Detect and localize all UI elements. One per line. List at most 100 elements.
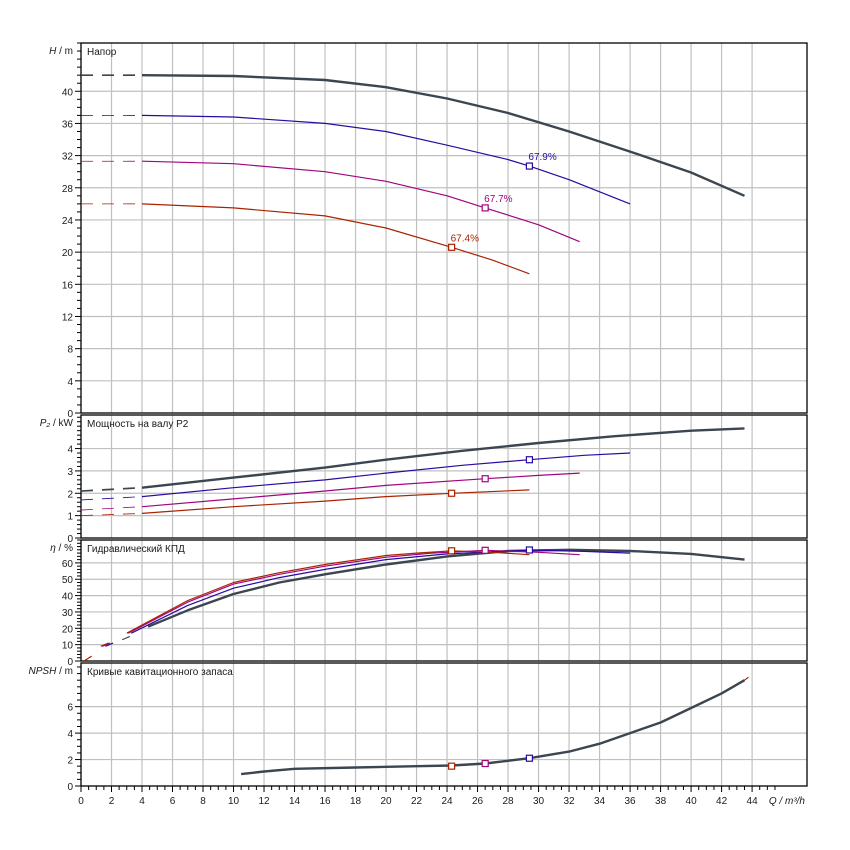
y-tick-label: 0 (67, 657, 73, 668)
y-axis-label: P₂ / kW (40, 418, 74, 429)
x-tick-label: 6 (170, 796, 176, 807)
efficiency-label: 67.9% (528, 152, 556, 163)
operating-point-marker-purple (481, 204, 489, 212)
y-tick-label: 2 (67, 756, 73, 767)
operating-point-marker-red (448, 762, 456, 770)
x-tick-label: 4 (139, 796, 145, 807)
y-tick-label: 16 (62, 280, 74, 291)
curve-dashed-blue (80, 496, 143, 501)
efficiency-label: 67.7% (484, 194, 512, 205)
x-tick-label: 24 (441, 796, 453, 807)
curve-dashed-red (80, 512, 143, 517)
y-tick-label: 4 (67, 377, 73, 388)
x-tick-label: 12 (258, 796, 270, 807)
x-tick-label: 44 (747, 796, 759, 807)
y-tick-label: 30 (62, 608, 74, 619)
y-axis-symbol: NPSH (29, 666, 58, 677)
curve-blue (141, 114, 631, 205)
panel-title: Гидравлический КПД (87, 544, 185, 555)
y-tick-label: 10 (62, 641, 74, 652)
x-tick-label: 10 (228, 796, 240, 807)
y-tick-label: 12 (62, 312, 74, 323)
x-tick-label: 30 (533, 796, 545, 807)
curve-dark (141, 427, 745, 489)
panel-frame (80, 539, 808, 662)
y-tick-label: 32 (62, 152, 74, 163)
y-tick-label: 0 (67, 782, 73, 793)
x-tick-label: 28 (502, 796, 514, 807)
x-tick-label: 14 (289, 796, 301, 807)
curve-dashed-red (83, 655, 93, 662)
y-tick-label: 4 (67, 445, 73, 456)
curve-red (141, 203, 530, 275)
operating-point-marker-purple (481, 546, 489, 554)
operating-point-marker-red (448, 243, 456, 251)
curve-purple (141, 160, 580, 243)
operating-point-marker-blue (525, 546, 534, 554)
operating-point-marker-purple (481, 475, 489, 483)
y-tick-label: 0 (67, 534, 73, 545)
x-tick-label: 18 (350, 796, 362, 807)
y-axis-unit: / m (56, 46, 73, 57)
y-axis-unit: / % (56, 543, 73, 554)
y-axis-label: NPSH / m (29, 666, 73, 677)
x-tick-label: 32 (564, 796, 576, 807)
x-tick-label: 40 (686, 796, 698, 807)
x-tick-label: 42 (716, 796, 728, 807)
panel-title: Мощность на валу P2 (87, 419, 189, 430)
curve-end-red (744, 676, 749, 681)
curve-dark (147, 548, 745, 628)
curve-dashed-blue (105, 642, 114, 647)
y-tick-label: 36 (62, 119, 74, 130)
y-axis-symbol: H (49, 46, 57, 57)
x-tick-label: 34 (594, 796, 606, 807)
x-tick-label: 8 (200, 796, 206, 807)
x-tick-label: 16 (319, 796, 331, 807)
curve-red (141, 489, 530, 514)
y-tick-label: 50 (62, 575, 74, 586)
efficiency-label: 67.4% (451, 233, 479, 244)
curve-purple (141, 472, 580, 508)
x-tick-label: 26 (472, 796, 484, 807)
y-tick-label: 6 (67, 703, 73, 714)
y-tick-label: 24 (62, 216, 74, 227)
x-tick-label: 20 (380, 796, 392, 807)
y-tick-label: 0 (67, 409, 73, 420)
x-tick-label: 38 (655, 796, 667, 807)
curve-dashed-red (100, 642, 109, 647)
curve-red (126, 550, 530, 634)
x-tick-label: 0 (78, 796, 84, 807)
operating-point-marker-blue (525, 754, 534, 762)
curve-blue (141, 452, 631, 498)
operating-point-marker-blue (525, 162, 534, 170)
operating-point-marker-blue (525, 456, 534, 464)
curve-dark (141, 74, 745, 197)
curve-dashed-purple (80, 506, 143, 511)
x-axis-label: Q / m³/h (769, 796, 806, 807)
y-axis-symbol: η (50, 543, 56, 554)
panel-frame (80, 414, 808, 539)
y-tick-label: 28 (62, 184, 74, 195)
y-tick-label: 40 (62, 592, 74, 603)
y-axis-unit: / m (56, 666, 73, 677)
x-tick-label: 36 (625, 796, 637, 807)
y-axis-symbol: P₂ (40, 418, 51, 429)
y-tick-label: 40 (62, 87, 74, 98)
x-tick-label: 22 (411, 796, 423, 807)
y-tick-label: 4 (67, 729, 73, 740)
y-tick-label: 20 (62, 248, 74, 259)
y-axis-label: η / % (50, 543, 73, 554)
curve-dashed-dark (80, 486, 143, 492)
y-axis-unit: / kW (50, 418, 73, 429)
x-tick-label: 2 (109, 796, 115, 807)
y-tick-label: 2 (67, 489, 73, 500)
operating-point-marker-purple (481, 759, 489, 768)
y-tick-label: 20 (62, 624, 74, 635)
operating-point-marker-red (448, 489, 456, 497)
panel-frame (80, 662, 808, 787)
curve-blue (131, 549, 631, 634)
panel-title: Напор (87, 47, 117, 58)
y-tick-label: 3 (67, 467, 73, 478)
curve-purple (128, 549, 580, 634)
